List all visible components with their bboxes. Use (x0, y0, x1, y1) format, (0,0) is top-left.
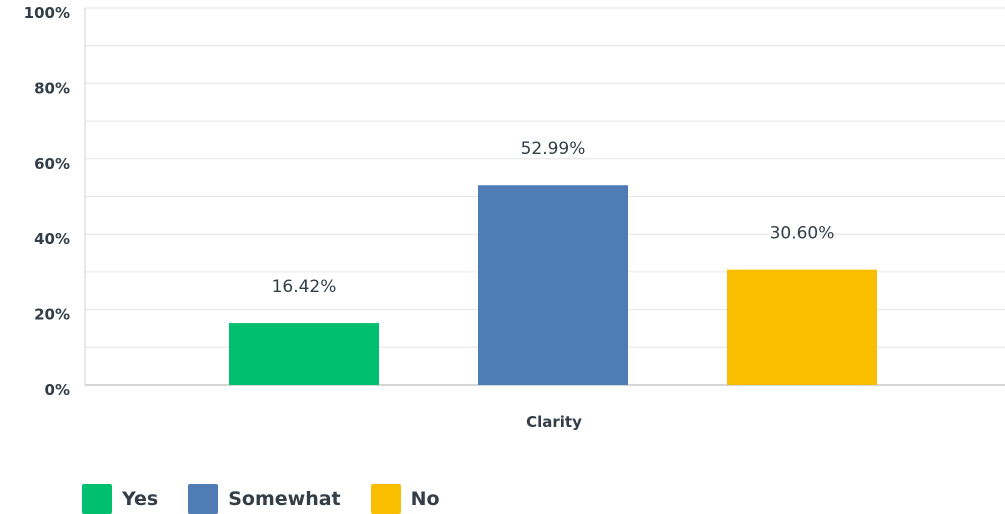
bar-no (727, 269, 877, 385)
legend: Yes Somewhat No (82, 484, 470, 514)
y-tick-label: 100% (24, 4, 70, 22)
y-axis: 0% 20% 40% 60% 80% 100% (24, 4, 70, 399)
legend-label-no: No (410, 488, 440, 510)
y-tick-label: 0% (45, 381, 70, 399)
legend-label-somewhat: Somewhat (228, 488, 341, 510)
bar-chart: 0% 20% 40% 60% 80% 100% 16.42% 52.99% 30.60% Cl… (24, 4, 1005, 431)
data-label-yes: 16.42% (272, 277, 337, 297)
bar-yes (229, 323, 379, 385)
legend-swatch-yes (82, 484, 112, 514)
legend-item-no: No (370, 484, 440, 514)
y-tick-label: 40% (34, 230, 70, 248)
bars (229, 185, 877, 385)
y-tick-label: 80% (34, 79, 70, 97)
bar-somewhat (478, 185, 628, 385)
y-tick-label: 60% (34, 155, 70, 173)
y-tick-label: 20% (34, 306, 70, 324)
data-labels: 16.42% 52.99% 30.60% (272, 139, 835, 297)
legend-label-yes: Yes (122, 488, 159, 510)
data-label-somewhat: 52.99% (521, 139, 586, 159)
legend-item-yes: Yes (82, 484, 158, 514)
legend-item-somewhat: Somewhat (188, 484, 341, 514)
legend-swatch-no (370, 484, 401, 514)
data-label-no: 30.60% (770, 224, 835, 244)
x-category-label: Clarity (526, 413, 582, 431)
legend-swatch-somewhat (188, 484, 219, 514)
